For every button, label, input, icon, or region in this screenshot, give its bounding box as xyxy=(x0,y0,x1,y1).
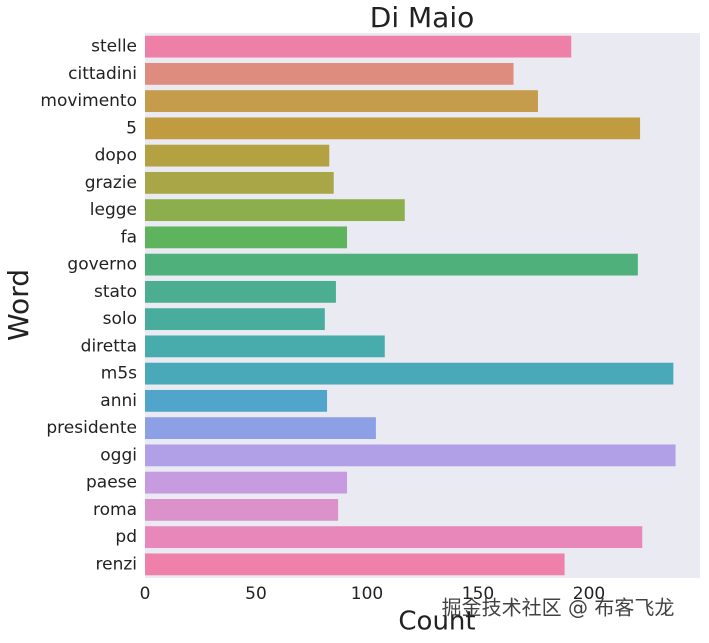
bar xyxy=(145,498,339,521)
y-tick-label: stelle xyxy=(91,37,137,57)
x-axis-label: Count xyxy=(398,607,475,637)
plot-area xyxy=(145,33,700,578)
y-tick-label: cittadini xyxy=(68,64,137,84)
y-tick-label: 5 xyxy=(126,118,137,138)
y-tick-label: presidente xyxy=(46,418,137,438)
x-tick-label: 100 xyxy=(351,584,383,604)
bar xyxy=(145,35,572,58)
y-tick-label: grazie xyxy=(85,173,137,193)
y-tick-label: movimento xyxy=(40,91,137,111)
bar xyxy=(145,553,565,576)
y-axis-label: Word xyxy=(2,269,35,341)
bar xyxy=(145,62,514,85)
y-tick-label: legge xyxy=(90,200,137,220)
bar xyxy=(145,199,405,222)
bar xyxy=(145,526,643,549)
y-tick-label: governo xyxy=(67,255,137,275)
x-tick-label: 0 xyxy=(140,584,151,604)
bar xyxy=(145,308,325,331)
y-tick-label: m5s xyxy=(101,364,137,384)
y-tick-label: solo xyxy=(103,309,137,329)
y-tick-label: stato xyxy=(94,282,137,302)
y-tick-label: dopo xyxy=(95,146,137,166)
watermark: 掘金技术社区 @ 布客飞龙 xyxy=(442,596,675,620)
bar xyxy=(145,444,676,467)
y-tick-label: roma xyxy=(93,500,137,520)
y-tick-label: oggi xyxy=(100,445,137,465)
bar xyxy=(145,280,336,303)
y-tick-label: diretta xyxy=(81,336,137,356)
bar xyxy=(145,90,538,113)
bar xyxy=(145,335,385,358)
x-tick-label: 50 xyxy=(245,584,267,604)
bar xyxy=(145,389,328,412)
bar xyxy=(145,362,674,385)
y-tick-label: renzi xyxy=(96,554,138,574)
bar xyxy=(145,471,348,494)
bar xyxy=(145,226,348,249)
y-tick-label: paese xyxy=(86,473,137,493)
y-tick-label: pd xyxy=(115,527,137,547)
x-tick-label: 200 xyxy=(573,584,605,604)
bar xyxy=(145,171,334,194)
y-tick-label: anni xyxy=(100,391,137,411)
bar xyxy=(145,117,641,140)
y-tick-label: fa xyxy=(121,227,137,247)
bar xyxy=(145,417,376,440)
bar xyxy=(145,144,330,167)
x-tick-label: 150 xyxy=(462,584,494,604)
chart-title: Di Maio xyxy=(370,1,474,34)
bar xyxy=(145,253,638,276)
